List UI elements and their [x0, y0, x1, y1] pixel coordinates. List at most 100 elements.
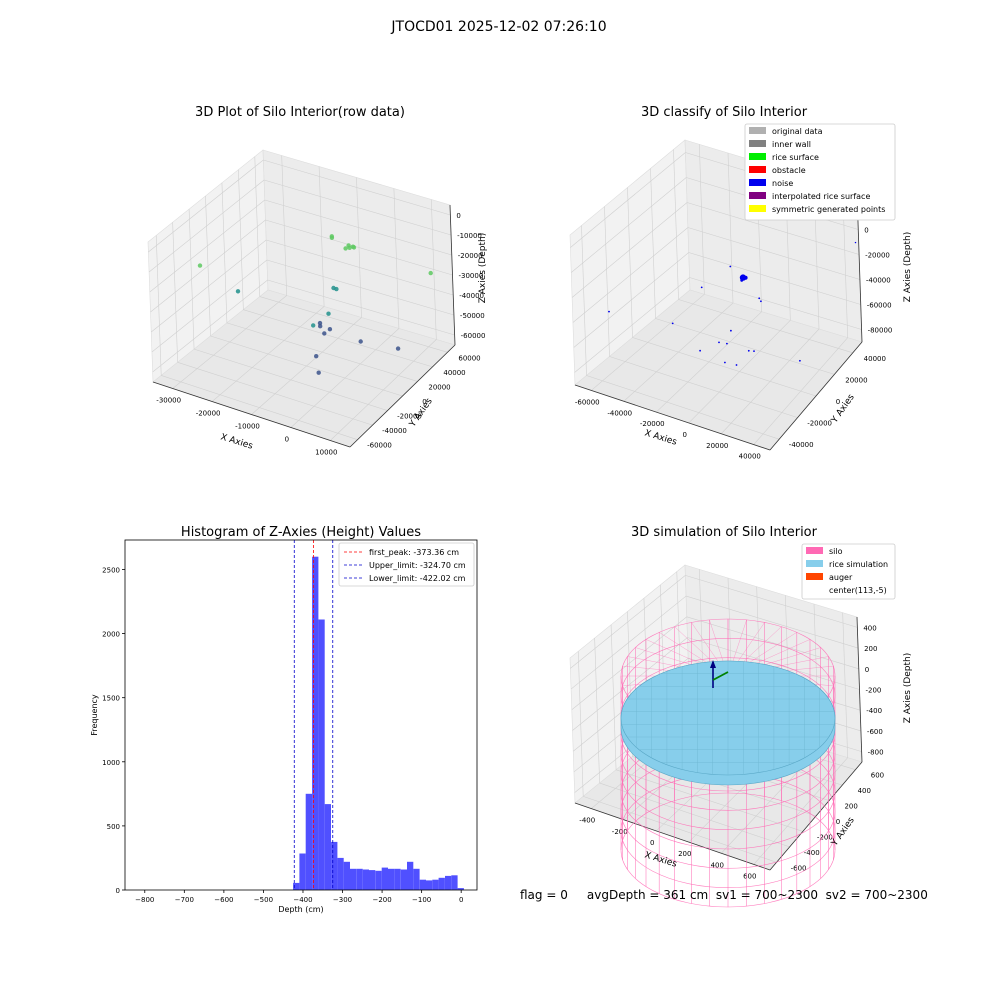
histogram-bar — [407, 861, 414, 890]
x-tick-label: -10000 — [235, 423, 260, 431]
grid-line — [688, 252, 861, 305]
legend-label: interpolated rice surface — [772, 192, 870, 201]
z-tick-label: 0 — [865, 666, 869, 674]
z-tick-label: 200 — [864, 645, 877, 653]
legend-swatch — [749, 166, 766, 173]
histogram-bar — [312, 556, 319, 890]
x-axis-label: X Axies — [219, 432, 254, 451]
data-point — [235, 289, 241, 294]
classify-legend: original data inner wall rice surface obsta… — [744, 123, 896, 221]
y-tick-label: 2000 — [102, 631, 120, 639]
noise-point — [729, 265, 732, 268]
grid-line — [687, 227, 861, 280]
z-axis-line — [856, 616, 863, 763]
y-tick-label: 40000 — [864, 355, 886, 363]
z-tick-label: -400 — [866, 707, 882, 715]
legend-swatch — [749, 205, 766, 212]
y-tick-label: 0 — [116, 887, 120, 895]
panel-raw-data-3d: 3D Plot of Silo Interior(row data) -3000… — [147, 105, 488, 457]
z-tick-label: 0 — [456, 212, 460, 220]
x-tick-label: -30000 — [156, 397, 181, 405]
z-tick-label: -60000 — [461, 332, 486, 340]
x-tick-label: 10000 — [315, 449, 337, 457]
grid-line — [571, 616, 687, 711]
noise-point — [753, 350, 755, 352]
grid-line — [264, 199, 452, 256]
histogram-bar — [293, 882, 300, 890]
grid-line — [583, 796, 777, 863]
x-tick-label: -400 — [579, 817, 595, 825]
panel-classify-title: 3D classify of Silo Interior — [641, 105, 808, 120]
legend-swatch — [749, 153, 766, 160]
legend-label: rice surface — [772, 153, 819, 162]
y-tick-label: 1000 — [102, 759, 120, 767]
grid-line — [581, 225, 587, 376]
panel-raw-data-title: 3D Plot of Silo Interior(row data) — [195, 105, 405, 120]
data-point — [316, 370, 321, 375]
grid-line — [655, 318, 835, 375]
grid-line — [574, 277, 690, 373]
grid-line — [572, 227, 689, 323]
legend-label: original data — [772, 127, 823, 136]
noise-point — [743, 275, 748, 280]
x-axis-label: X Axies — [643, 428, 678, 447]
grid-line — [570, 575, 686, 669]
legend-label: silo — [829, 547, 843, 556]
histogram-legend: first_peak: -373.36 cm Upper_limit: -324.… — [338, 542, 475, 587]
grid-line — [604, 206, 610, 357]
x-axis-label: X Axies — [643, 850, 678, 869]
grid-line — [151, 239, 267, 333]
grid-line — [193, 348, 388, 411]
data-point — [197, 263, 203, 268]
histogram-bar — [362, 869, 369, 890]
legend-swatch — [749, 192, 766, 199]
grid-line — [263, 179, 452, 236]
x-tick-label: −300 — [333, 896, 352, 904]
grid-line — [687, 637, 860, 690]
z-tick-label: -50000 — [460, 312, 485, 320]
z-tick-label: -10000 — [457, 232, 482, 240]
data-point — [327, 327, 333, 332]
y-tick-label: -200 — [817, 833, 833, 841]
grid-line — [149, 199, 265, 293]
z-axis-line — [449, 204, 456, 346]
noise-point — [854, 241, 857, 244]
data-point — [358, 339, 363, 344]
x-tick-label: 0 — [683, 431, 687, 439]
noise-point — [735, 364, 738, 366]
legend-label: rice simulation — [829, 560, 888, 569]
legend-label: Upper_limit: -324.70 cm — [369, 561, 466, 570]
legend-label: obstacle — [772, 166, 806, 175]
y-axis-line — [769, 341, 863, 451]
x-tick-label: −600 — [214, 896, 233, 904]
y-tick-label: -60000 — [367, 442, 392, 450]
y-axis-line — [349, 344, 456, 448]
figure-suptitle: JTOCD01 2025-12-02 07:26:10 — [390, 19, 606, 35]
data-point — [343, 246, 348, 251]
grid-line — [226, 322, 418, 382]
status-line: flag = 0 avgDepth = 361 cm sv1 = 700~230… — [520, 888, 928, 902]
grid-line — [673, 149, 679, 300]
x-tick-label: 600 — [743, 872, 756, 880]
x-tick-label: 0 — [459, 896, 463, 904]
grid-line — [161, 375, 358, 440]
legend-label: inner wall — [772, 140, 811, 149]
histogram-bar — [337, 857, 344, 890]
z-tick-label: -80000 — [868, 327, 893, 335]
x-tick-label: 400 — [711, 861, 724, 869]
x-tick-label: -20000 — [640, 420, 665, 428]
histogram-bar — [394, 868, 401, 890]
grid-line — [571, 177, 687, 273]
data-point — [326, 311, 331, 316]
grid-line — [243, 309, 433, 368]
grid-line — [150, 219, 266, 313]
data-point — [347, 245, 352, 250]
z-axis-label: Z Axies (Depth) — [478, 233, 488, 304]
noise-point — [758, 297, 761, 300]
y-tick-label: -400 — [804, 849, 820, 857]
y-tick-label: 1500 — [102, 695, 120, 703]
grid-line — [686, 202, 860, 255]
data-point — [329, 235, 335, 240]
y-tick-label: 600 — [871, 772, 884, 780]
